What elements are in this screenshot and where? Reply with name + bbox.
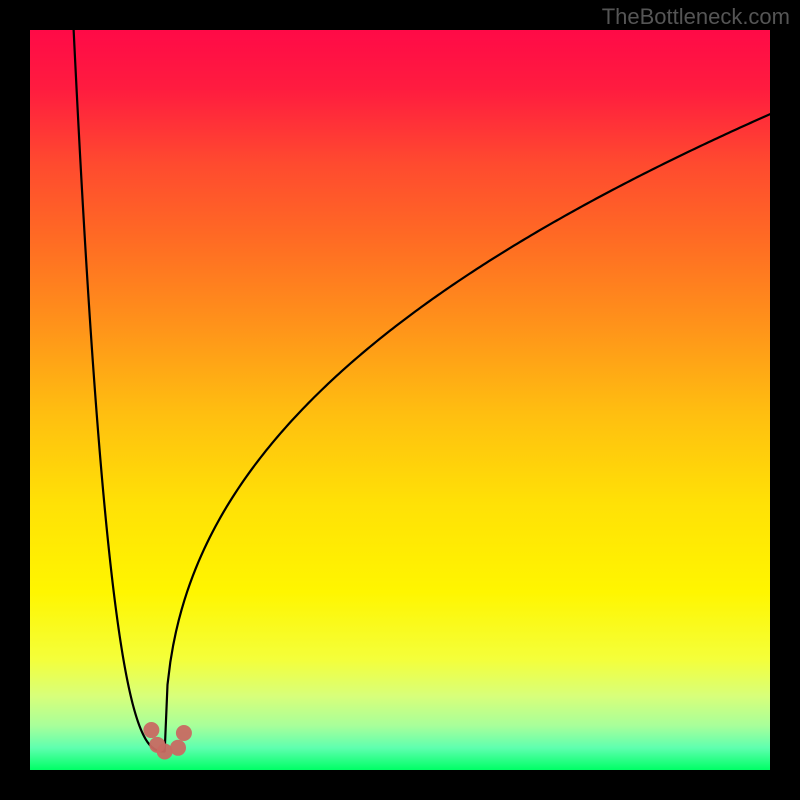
outer-frame: TheBottleneck.com (0, 0, 800, 800)
gradient-background (30, 30, 770, 770)
curve-marker (143, 722, 159, 738)
curve-marker (176, 725, 192, 741)
plot-area (30, 30, 770, 770)
chart-svg (30, 30, 770, 770)
watermark-text: TheBottleneck.com (602, 4, 790, 30)
curve-marker (170, 740, 186, 756)
